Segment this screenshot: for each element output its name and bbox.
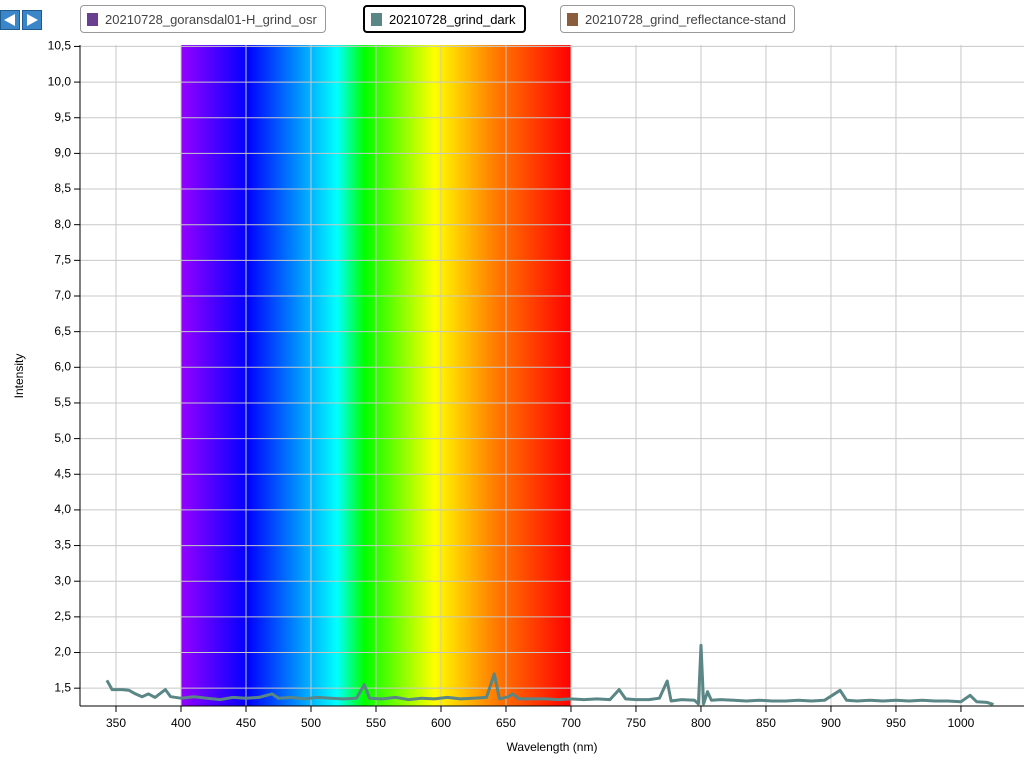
y-tick-label: 9,5 (54, 110, 71, 124)
y-tick-label: 3,5 (54, 538, 71, 552)
legend-swatch (371, 12, 382, 26)
x-tick-label: 550 (366, 716, 386, 730)
y-tick-label: 3,0 (54, 573, 71, 587)
x-tick-label: 1000 (948, 716, 975, 730)
x-tick-label: 850 (756, 716, 776, 730)
legend-swatch (87, 12, 98, 26)
x-tick-label: 500 (301, 716, 321, 730)
x-tick-label: 450 (236, 716, 256, 730)
prev-button[interactable] (0, 10, 20, 30)
legend-label: 20210728_goransdal01-H_grind_osr (105, 11, 317, 27)
legend-swatch (567, 12, 578, 26)
x-axis-label: Wavelength (nm) (507, 740, 598, 754)
y-tick-label: 10,0 (48, 74, 72, 88)
y-tick-label: 1,5 (54, 680, 71, 694)
data-line (105, 643, 994, 707)
y-tick-label: 10,5 (48, 39, 72, 53)
y-tick-label: 2,0 (54, 645, 71, 659)
next-icon (27, 14, 38, 26)
legend-label: 20210728_grind_dark (389, 11, 516, 27)
y-axis-label: Intensity (12, 354, 26, 399)
x-tick-label: 800 (691, 716, 711, 730)
y-tick-label: 9,0 (54, 146, 71, 160)
y-tick-label: 7,5 (54, 253, 71, 267)
legend-item[interactable]: 20210728_goransdal01-H_grind_osr (80, 5, 326, 33)
legend-item[interactable]: 20210728_grind_dark (363, 5, 526, 33)
legend-item[interactable]: 20210728_grind_reflectance-stand (560, 5, 795, 33)
y-tick-label: 5,0 (54, 431, 71, 445)
y-tick-label: 7,0 (54, 288, 71, 302)
y-tick-label: 5,5 (54, 395, 71, 409)
x-tick-label: 950 (886, 716, 906, 730)
y-tick-label: 4,5 (54, 466, 71, 480)
x-tick-label: 350 (106, 716, 126, 730)
x-tick-label: 400 (171, 716, 191, 730)
y-tick-label: 8,0 (54, 217, 71, 231)
y-tick-label: 6,0 (54, 359, 71, 373)
legend-label: 20210728_grind_reflectance-stand (585, 11, 786, 27)
x-tick-label: 900 (821, 716, 841, 730)
x-tick-label: 750 (626, 716, 646, 730)
x-tick-label: 650 (496, 716, 516, 730)
next-button[interactable] (22, 10, 42, 30)
x-tick-label: 600 (431, 716, 451, 730)
y-tick-label: 8,5 (54, 181, 71, 195)
x-tick-label: 700 (561, 716, 581, 730)
y-tick-label: 2,5 (54, 609, 71, 623)
y-tick-label: 4,0 (54, 502, 71, 516)
prev-icon (4, 14, 15, 26)
y-tick-label: 6,5 (54, 324, 71, 338)
grid (80, 45, 1024, 706)
